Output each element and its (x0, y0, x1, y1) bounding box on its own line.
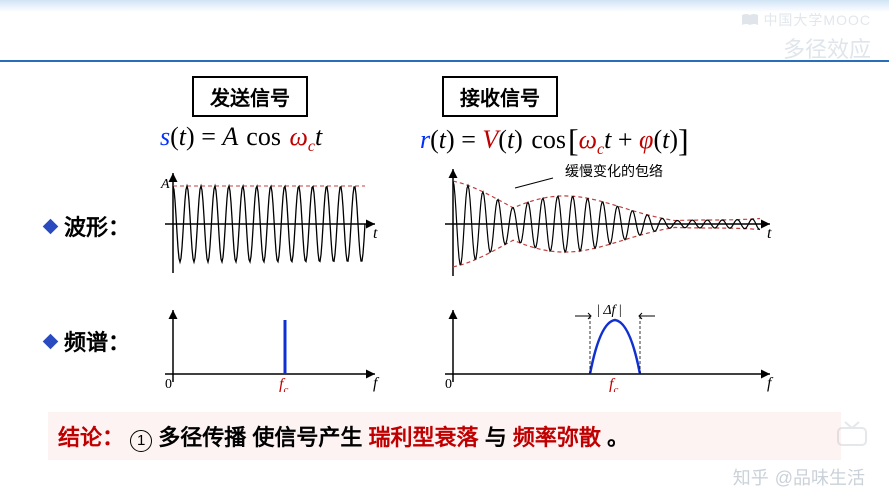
fc1s: c (283, 384, 288, 392)
label-waveform: 波形： (45, 210, 130, 242)
c-num: 1 (130, 430, 152, 452)
label-spectrum-text: 频谱： (64, 325, 130, 357)
t-axis: t (373, 225, 378, 242)
s-A: A (222, 122, 237, 151)
tv-icon (835, 420, 869, 448)
wm-site: 知乎 (733, 464, 769, 490)
wm-author: @品味生活 (775, 464, 865, 490)
label-waveform-text: 波形： (64, 210, 130, 242)
r-arg: t (439, 125, 446, 154)
c-r1: 瑞利型衰落 (369, 425, 479, 450)
r-V: V (482, 125, 498, 154)
amp-label: A (160, 177, 170, 192)
recv-spectrum: 0 f | Δf | fc (435, 302, 780, 392)
s-cos: cos (246, 122, 281, 151)
brand-text: 中国大学MOOC (763, 10, 871, 30)
t-axis2: t (767, 225, 772, 242)
formula-recv: r(t) = V(t) cos[ωct + φ(t)] (420, 122, 689, 159)
zero1: 0 (165, 377, 172, 392)
send-spectrum: 0 f fc (155, 302, 385, 392)
c-r2: 频率弥散 (513, 425, 601, 450)
r-phi: φ (639, 125, 653, 154)
c-p2: 使信号产生 (252, 425, 362, 450)
svg-text:| Δf |: | Δf | (597, 303, 622, 318)
recv-waveform: t 缓慢变化的包络 (435, 164, 780, 284)
s-arg: t (179, 122, 186, 151)
s-t: t (315, 122, 322, 151)
s-sub: c (308, 138, 315, 155)
r-fn: r (420, 125, 430, 154)
r-omega: ω (579, 125, 597, 154)
f-axis2: f (767, 375, 774, 392)
header: 中国大学MOOC 多径效应 (741, 10, 871, 64)
book-icon (741, 13, 759, 27)
subtitle: 多径效应 (741, 32, 871, 64)
fc2s: c (613, 384, 618, 392)
c-j: 与 (485, 425, 507, 450)
brand: 中国大学MOOC (741, 10, 871, 30)
watermark: 知乎 @品味生活 (733, 464, 865, 490)
c-p1: 多径传播 (158, 425, 246, 450)
r-t2: t (604, 125, 611, 154)
send-waveform: A t (155, 168, 385, 280)
s-fn: s (160, 122, 170, 151)
diamond-icon (43, 218, 59, 234)
f-axis1: f (373, 375, 380, 392)
diamond-icon (43, 333, 59, 349)
label-spectrum: 频谱： (45, 325, 130, 357)
c-end: 。 (607, 425, 629, 450)
formula-send: s(t) = A cos ωct (160, 122, 322, 156)
r-cos: cos (531, 125, 566, 154)
col-recv-title: 接收信号 (442, 76, 558, 117)
col-send-title: 发送信号 (192, 76, 308, 117)
df: Δf (602, 303, 617, 318)
svg-text:fc: fc (279, 376, 288, 392)
zero2: 0 (445, 377, 452, 392)
svg-text:fc: fc (609, 376, 618, 392)
c-head: 结论： (58, 425, 124, 450)
envelope-label: 缓慢变化的包络 (565, 164, 663, 179)
s-omega: ω (289, 122, 307, 151)
conclusion: 结论： 1 多径传播 使信号产生 瑞利型衰落 与 频率弥散 。 (48, 412, 841, 460)
